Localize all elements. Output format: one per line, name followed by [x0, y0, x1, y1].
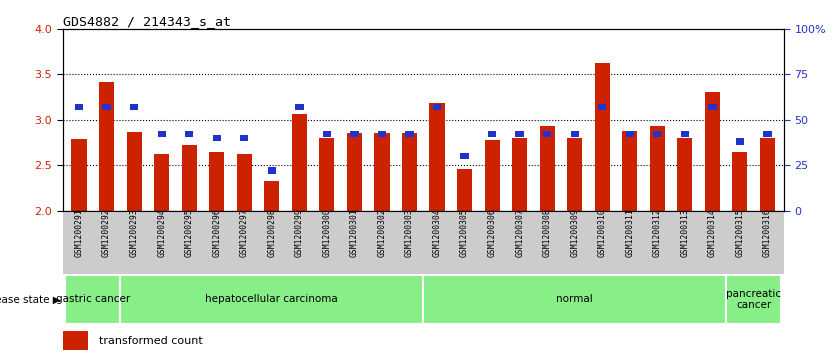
Bar: [460, 153, 469, 159]
Bar: [567, 138, 582, 211]
Bar: [99, 82, 114, 211]
Bar: [185, 131, 193, 138]
Bar: [430, 102, 445, 211]
Bar: [457, 169, 472, 211]
Bar: [63, 331, 88, 350]
Bar: [433, 104, 441, 110]
Bar: [726, 275, 781, 324]
Bar: [292, 114, 307, 211]
Bar: [127, 132, 142, 211]
Bar: [65, 275, 120, 324]
Bar: [650, 126, 665, 211]
Bar: [213, 135, 221, 141]
Bar: [488, 131, 496, 138]
Bar: [626, 131, 634, 138]
Bar: [158, 131, 166, 138]
Bar: [347, 133, 362, 211]
Text: GDS4882 / 214343_s_at: GDS4882 / 214343_s_at: [63, 15, 230, 28]
Bar: [405, 131, 414, 138]
Bar: [72, 139, 87, 211]
Bar: [543, 131, 551, 138]
Bar: [323, 131, 331, 138]
Bar: [268, 167, 276, 174]
Bar: [264, 180, 279, 211]
Bar: [237, 154, 252, 211]
Bar: [485, 140, 500, 211]
Bar: [708, 104, 716, 110]
Bar: [350, 131, 359, 138]
Bar: [705, 92, 720, 211]
Bar: [570, 131, 579, 138]
Bar: [732, 152, 747, 211]
Bar: [378, 131, 386, 138]
Bar: [736, 138, 744, 145]
Bar: [763, 131, 771, 138]
Bar: [423, 275, 726, 324]
Bar: [760, 138, 775, 211]
Text: normal: normal: [556, 294, 593, 305]
Bar: [540, 126, 555, 211]
Bar: [402, 133, 417, 211]
Bar: [154, 154, 169, 211]
Bar: [295, 104, 304, 110]
Bar: [209, 152, 224, 211]
Text: hepatocellular carcinoma: hepatocellular carcinoma: [205, 294, 339, 305]
Bar: [512, 138, 527, 211]
Text: disease state ▶: disease state ▶: [0, 294, 61, 305]
Bar: [515, 131, 524, 138]
Bar: [75, 104, 83, 110]
Text: gastric cancer: gastric cancer: [56, 294, 130, 305]
Bar: [595, 63, 610, 211]
Bar: [622, 131, 637, 211]
Bar: [319, 138, 334, 211]
Bar: [677, 138, 692, 211]
Bar: [240, 135, 249, 141]
Bar: [374, 133, 389, 211]
Bar: [681, 131, 689, 138]
Bar: [598, 104, 606, 110]
Bar: [130, 104, 138, 110]
Bar: [653, 131, 661, 138]
Bar: [120, 275, 423, 324]
Text: pancreatic
cancer: pancreatic cancer: [726, 289, 781, 310]
Bar: [103, 104, 111, 110]
Text: transformed count: transformed count: [98, 335, 203, 346]
Bar: [182, 145, 197, 211]
